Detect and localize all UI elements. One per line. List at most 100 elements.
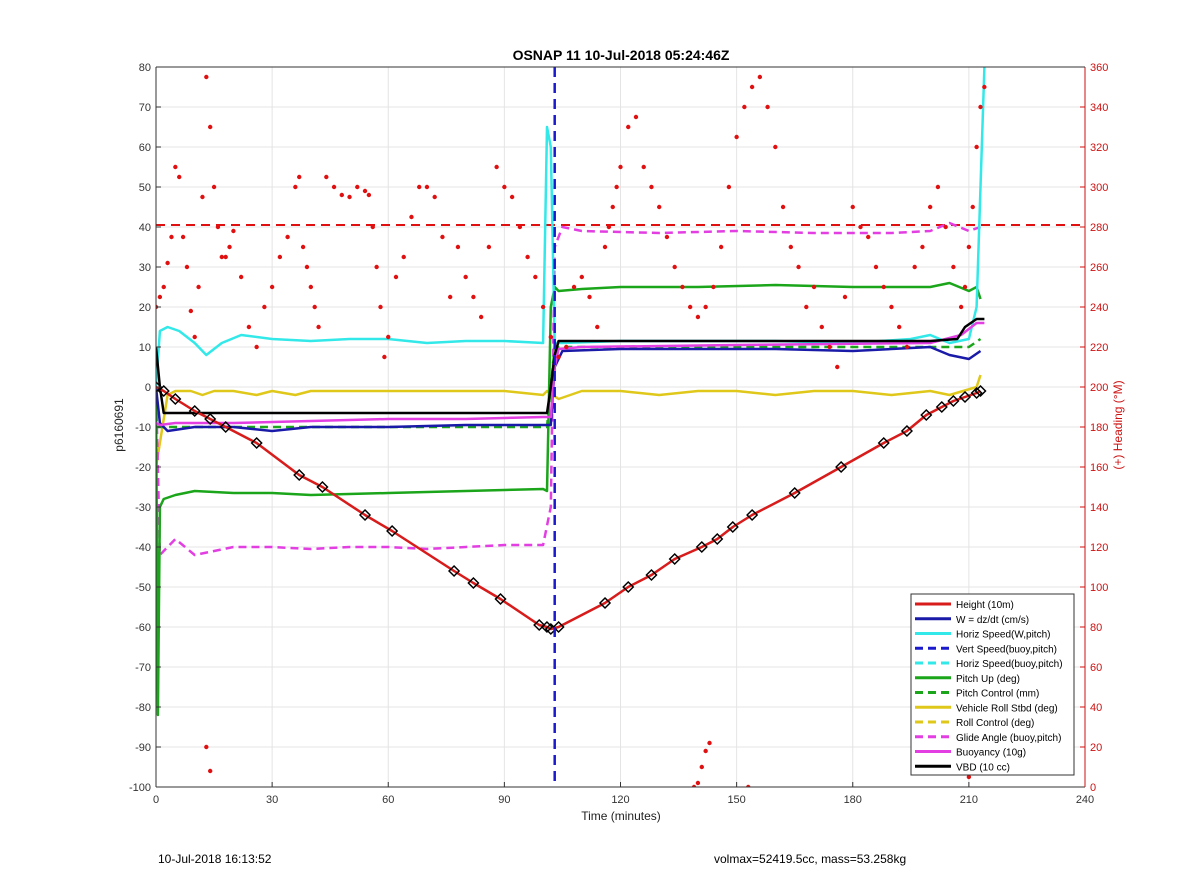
heading-point xyxy=(204,74,209,80)
heading-point xyxy=(277,254,283,260)
height-marker xyxy=(293,468,306,482)
legend-label: Glide Angle (buoy,pitch) xyxy=(956,733,1061,744)
heading-point xyxy=(455,244,461,250)
heading-point xyxy=(742,104,747,110)
x-tick-label: 0 xyxy=(153,794,159,806)
legend-label: Roll Control (deg) xyxy=(956,718,1034,729)
heading-point xyxy=(943,224,948,230)
vbd-series xyxy=(156,317,985,415)
heading-point xyxy=(974,144,979,150)
height-marker xyxy=(974,384,987,398)
y2-tick-label: 140 xyxy=(1090,502,1108,514)
heading-point xyxy=(231,228,236,234)
heading-point xyxy=(478,314,484,320)
heading-point xyxy=(927,204,933,210)
y2-tick-label: 280 xyxy=(1090,222,1108,234)
y2-tick-label: 60 xyxy=(1090,662,1102,674)
heading-point xyxy=(370,224,375,230)
y-tick-label: 70 xyxy=(139,102,151,114)
heading-point xyxy=(374,264,379,270)
heading-point xyxy=(726,184,732,190)
y-tick-label: 20 xyxy=(139,302,151,314)
heading-point xyxy=(966,244,972,250)
heading-point xyxy=(184,264,190,270)
heading-point xyxy=(382,354,387,360)
heading-point xyxy=(486,244,492,250)
heading-point xyxy=(169,234,174,240)
heading-point xyxy=(707,740,712,746)
y-tick-label: 30 xyxy=(139,262,151,274)
y2-tick-label: 240 xyxy=(1090,302,1108,314)
height-marker xyxy=(316,480,329,494)
heading-point xyxy=(703,748,708,754)
heading-point xyxy=(958,304,964,310)
y2-tick-label: 320 xyxy=(1090,142,1108,154)
heading-point xyxy=(386,334,391,340)
height-marker xyxy=(169,392,182,406)
heading-point xyxy=(509,194,515,200)
y-axis-label: p6160691 xyxy=(112,398,126,452)
y-tick-label: -30 xyxy=(135,502,151,514)
height-marker xyxy=(935,400,948,414)
heading-point xyxy=(331,184,337,190)
heading-point xyxy=(227,244,232,250)
y2-tick-label: 80 xyxy=(1090,622,1102,634)
y2-tick-label: 120 xyxy=(1090,542,1108,554)
heading-point xyxy=(316,324,321,330)
legend-label: Vehicle Roll Stbd (deg) xyxy=(956,703,1058,714)
heading-point xyxy=(765,104,770,110)
heading-point xyxy=(347,194,352,200)
heading-point xyxy=(463,274,468,280)
heading-point xyxy=(699,764,704,770)
heading-point xyxy=(564,344,569,350)
footer-vehicle-info: volmax=52419.5cc, mass=53.258kg xyxy=(714,852,907,866)
heading-point xyxy=(432,194,437,200)
heading-point xyxy=(200,194,205,200)
heading-point xyxy=(246,324,252,330)
heading-point xyxy=(610,204,615,210)
heading-point xyxy=(614,184,619,190)
y-tick-label: 50 xyxy=(139,182,151,194)
y2-tick-label: 200 xyxy=(1090,382,1108,394)
heading-point xyxy=(300,244,306,250)
heading-point xyxy=(215,224,221,230)
x-tick-label: 210 xyxy=(960,794,978,806)
heading-point xyxy=(285,234,290,240)
heading-point xyxy=(633,114,639,120)
heading-point xyxy=(540,304,546,310)
legend-label: Buoyancy (10g) xyxy=(956,748,1026,759)
height-marker xyxy=(157,384,170,398)
heading-point xyxy=(649,184,654,190)
heading-point xyxy=(780,204,786,210)
x-tick-label: 90 xyxy=(498,794,510,806)
heading-point xyxy=(548,334,554,340)
heading-point xyxy=(502,184,507,190)
heading-point xyxy=(440,234,445,240)
heading-point xyxy=(889,304,894,310)
heading-point xyxy=(579,274,584,280)
height-marker xyxy=(358,508,372,522)
chart-title: OSNAP 11 10-Jul-2018 05:24:46Z xyxy=(513,47,730,63)
x-tick-label: 180 xyxy=(844,794,862,806)
heading-point xyxy=(842,294,848,300)
height-marker xyxy=(188,404,201,418)
plot-area xyxy=(156,67,1085,787)
y-tick-label: -60 xyxy=(135,622,151,634)
heading-point xyxy=(703,304,708,310)
heading-point xyxy=(978,104,983,110)
heading-point xyxy=(970,204,975,210)
heading-point xyxy=(827,344,832,350)
y-tick-label: 80 xyxy=(139,62,151,74)
heading-point xyxy=(494,164,499,170)
height-marker xyxy=(533,618,546,632)
heading-point xyxy=(951,264,956,270)
heading-point xyxy=(304,264,310,270)
heading-point xyxy=(618,164,623,170)
y2-axis-label: (+) Heading (°M) xyxy=(1111,380,1125,469)
heading-point xyxy=(695,314,701,320)
heading-point xyxy=(835,364,840,370)
height-marker xyxy=(900,424,914,438)
legend-label: Horiz Speed(buoy,pitch) xyxy=(956,659,1063,670)
heading-point xyxy=(223,254,228,260)
